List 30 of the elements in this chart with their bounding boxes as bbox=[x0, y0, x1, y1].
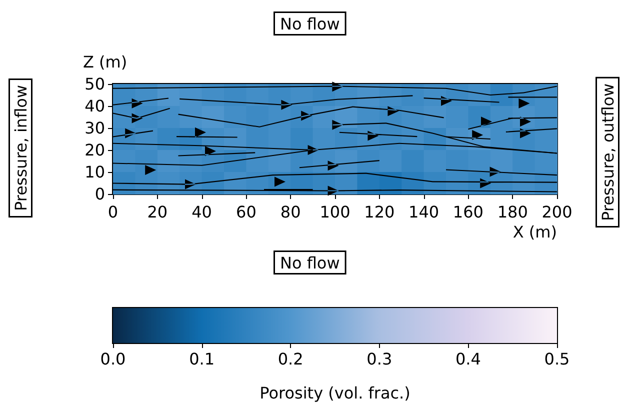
x-tick-label: 60 bbox=[236, 202, 256, 222]
x-tick-label: 180 bbox=[497, 202, 528, 222]
x-tick-label: 100 bbox=[320, 202, 350, 222]
x-tick-label: 80 bbox=[280, 202, 301, 222]
y-tick-label: 10 bbox=[84, 162, 105, 182]
text: No flow bbox=[280, 254, 340, 272]
color-bar-label: 0.5 bbox=[544, 350, 570, 368]
y-tick-label: 50 bbox=[84, 74, 105, 94]
x-tick-label: 20 bbox=[147, 202, 168, 222]
text: Pressure, inflow bbox=[12, 84, 30, 211]
x-tick-label: 140 bbox=[408, 202, 440, 222]
y-axis-title: Z (m) bbox=[82, 52, 128, 72]
text: No flow bbox=[280, 14, 340, 34]
color-bar-label: 0.1 bbox=[189, 350, 215, 368]
x-tick-label: 40 bbox=[192, 202, 212, 222]
color-bar-label: 0.0 bbox=[100, 350, 126, 368]
color-bar-label: 0.2 bbox=[278, 350, 304, 368]
color-bar-label: 0.3 bbox=[366, 350, 392, 368]
color-bar-title: Porosity (vol. frac.) bbox=[260, 384, 410, 402]
y-tick-label: 40 bbox=[84, 96, 105, 116]
x-axis-title: X (m) bbox=[512, 222, 557, 242]
x-tick-label: 120 bbox=[364, 202, 395, 222]
y-tick-label: 20 bbox=[84, 140, 105, 160]
text: Pressure, outflow bbox=[598, 83, 618, 221]
color-bar-label: 0.4 bbox=[455, 350, 481, 368]
x-tick-label: 200 bbox=[542, 202, 572, 222]
x-tick-label: 0 bbox=[108, 202, 118, 222]
y-tick-label: 0 bbox=[94, 184, 105, 204]
y-tick-label: 30 bbox=[84, 118, 105, 138]
x-tick-label: 160 bbox=[452, 202, 484, 222]
